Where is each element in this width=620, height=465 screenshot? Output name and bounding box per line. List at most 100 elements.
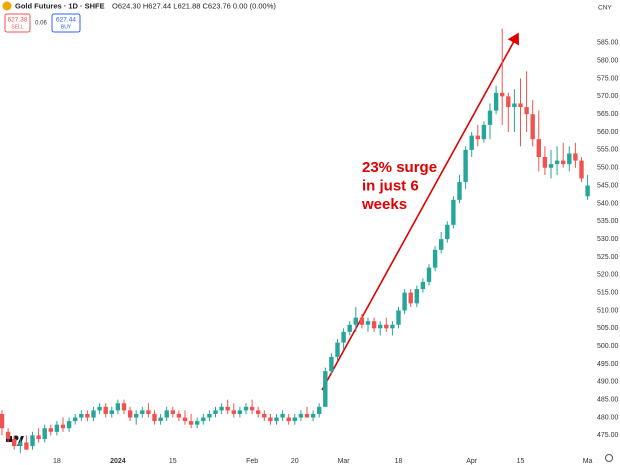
x-tick-label: Ma bbox=[583, 458, 593, 465]
candle-body bbox=[121, 403, 127, 411]
y-tick-label: 550.00 bbox=[597, 165, 619, 172]
y-tick-label: 485.00 bbox=[597, 397, 619, 404]
annotation-arrow bbox=[321, 32, 519, 391]
candle-body bbox=[268, 417, 273, 422]
candle-body bbox=[329, 356, 334, 372]
candle-body bbox=[463, 149, 468, 182]
symbol-title: Gold Futures · 1D · SHFE bbox=[15, 1, 105, 10]
annotation-text: weeks bbox=[361, 196, 407, 213]
x-tick-label: Mar bbox=[338, 458, 351, 465]
y-tick-label: 490.00 bbox=[597, 379, 619, 386]
candle-body bbox=[335, 342, 340, 357]
candle-body bbox=[231, 410, 236, 414]
candle-body bbox=[256, 410, 261, 414]
candle-body bbox=[18, 442, 23, 447]
candle-body bbox=[359, 317, 365, 325]
candle-body bbox=[66, 421, 72, 429]
candle-body bbox=[378, 324, 383, 329]
candle-body bbox=[506, 96, 511, 108]
candle-body bbox=[414, 289, 419, 304]
candle-body bbox=[524, 107, 529, 115]
candle-body bbox=[469, 135, 474, 150]
candle-body bbox=[280, 413, 285, 418]
settings-icon[interactable] bbox=[605, 454, 613, 462]
y-tick-label: 515.00 bbox=[597, 289, 619, 296]
candle-body bbox=[579, 160, 584, 179]
candle-body bbox=[573, 153, 578, 161]
candle-body bbox=[408, 292, 413, 304]
candle-body bbox=[585, 185, 590, 197]
annotation-text: in just 6 bbox=[362, 177, 419, 194]
candle-body bbox=[207, 413, 212, 418]
candle-body bbox=[103, 406, 108, 414]
candle-body bbox=[134, 413, 139, 418]
buy-button[interactable] bbox=[51, 13, 81, 33]
y-tick-label: 560.00 bbox=[597, 129, 619, 136]
y-tick-label: 480.00 bbox=[597, 414, 619, 421]
candle-body bbox=[420, 281, 426, 290]
candle-body bbox=[262, 413, 267, 418]
candle-body bbox=[542, 157, 548, 168]
sell-price: 627.38 bbox=[8, 17, 28, 24]
candle-body bbox=[402, 292, 407, 311]
sell-button[interactable] bbox=[4, 13, 31, 33]
candle-body bbox=[219, 406, 224, 411]
candle-body bbox=[445, 224, 450, 240]
y-tick-label: 525.00 bbox=[597, 254, 619, 261]
candle-body bbox=[73, 417, 78, 422]
candle-body bbox=[323, 371, 328, 407]
candle-body bbox=[152, 413, 157, 422]
candle-body bbox=[481, 124, 487, 140]
candle-body bbox=[567, 153, 572, 165]
candle-body bbox=[5, 431, 11, 439]
y-tick-label: 505.00 bbox=[597, 325, 619, 332]
candle-body bbox=[24, 442, 29, 450]
currency: CNY bbox=[598, 5, 612, 12]
candle-body bbox=[286, 417, 291, 422]
candle-body bbox=[158, 417, 163, 422]
candle-body bbox=[146, 410, 151, 414]
candle-body bbox=[353, 317, 358, 325]
y-tick-label: 555.00 bbox=[597, 147, 619, 154]
candle-body bbox=[79, 413, 84, 418]
x-tick-label: 18 bbox=[53, 458, 61, 465]
candle-body bbox=[493, 92, 499, 111]
candle-body bbox=[249, 406, 255, 411]
candle-body bbox=[213, 410, 218, 414]
candle-body bbox=[298, 413, 304, 418]
candle-body bbox=[127, 410, 133, 418]
candle-body bbox=[195, 421, 200, 425]
candle-body bbox=[536, 139, 541, 158]
ohlc-readout: O624.30 H627.44 L621.88 C623.76 0.00 (0.… bbox=[112, 1, 276, 10]
candle-body bbox=[530, 114, 535, 140]
x-tick-label: 18 bbox=[395, 458, 403, 465]
candle-body bbox=[347, 324, 352, 332]
candle-body bbox=[317, 406, 322, 414]
candle-body bbox=[170, 410, 175, 414]
candle-body bbox=[274, 417, 279, 422]
candle-body bbox=[48, 428, 53, 432]
x-tick-label: 15 bbox=[517, 458, 525, 465]
candle-body bbox=[36, 435, 41, 439]
y-tick-label: 570.00 bbox=[597, 93, 619, 100]
candle-body bbox=[439, 239, 444, 250]
y-tick-label: 500.00 bbox=[597, 343, 619, 350]
y-tick-label: 535.00 bbox=[597, 218, 619, 225]
candle-body bbox=[188, 421, 194, 425]
candle-body bbox=[54, 424, 60, 432]
y-tick-label: 495.00 bbox=[597, 361, 619, 368]
candle-body bbox=[225, 406, 230, 411]
candle-body bbox=[60, 424, 66, 429]
candle-body bbox=[451, 199, 456, 225]
candle-body bbox=[457, 182, 462, 200]
candle-body bbox=[42, 428, 47, 439]
y-tick-label: 585.00 bbox=[597, 40, 619, 47]
candle-body bbox=[115, 403, 121, 411]
candle-body bbox=[548, 164, 554, 168]
candle-body bbox=[396, 310, 401, 325]
candle-body bbox=[518, 103, 523, 108]
candle-body bbox=[365, 321, 371, 325]
candle-body bbox=[164, 410, 169, 418]
